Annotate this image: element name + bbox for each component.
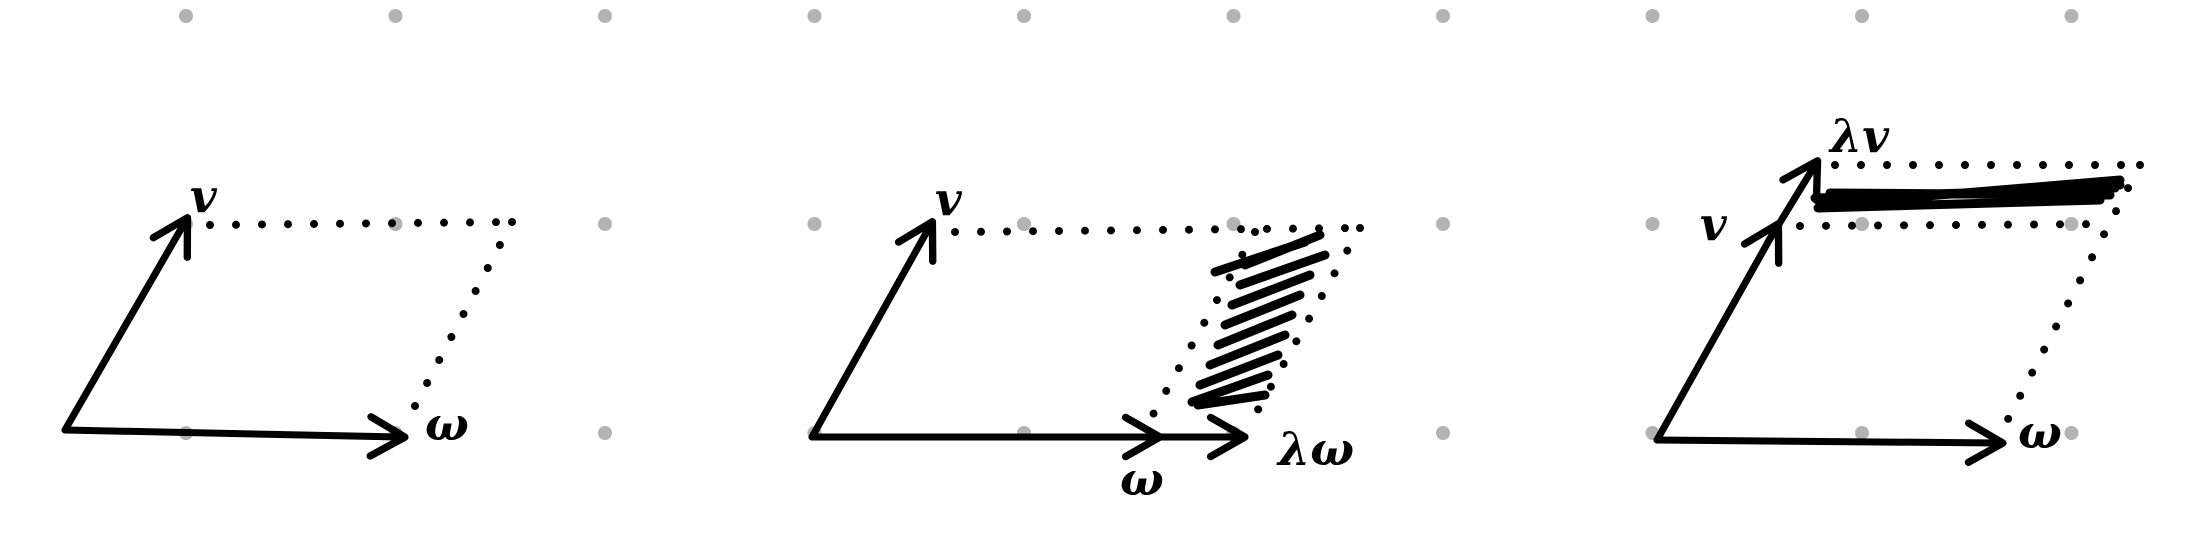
panel-2-vector-v [808,218,937,441]
panel-2-shaded-region [1187,230,1330,410]
panel-3-vector-w [1653,419,2007,467]
grid-dot-1-7 [1645,217,1660,231]
panel-1-vector-v [61,214,192,434]
panel-3-shaded-region [1810,175,2125,213]
panel-3-vector-lambda-v [1764,157,1822,246]
grid-dot-1-4 [1017,217,1031,231]
grid-dot-0-1 [388,9,403,23]
panel-1-dotted-top [206,218,516,229]
panel-2-dotted-top [951,224,1364,236]
panel-2-label-v: v [935,172,963,226]
grid-dot-1-2 [598,217,612,231]
grid-dot-0-7 [1645,9,1660,23]
panel-1-label-v: v [190,169,218,223]
panel-3-label-w: ω [2018,405,2062,459]
grid-dot-1-6 [1436,217,1450,231]
panel-3-label-lambda-v: λv [1828,109,1890,163]
grid-dot-0-2 [598,9,612,23]
panel-3: v λv ω [1653,109,2144,467]
grid-dot-1-9 [2064,217,2079,231]
panel-1-label-w: ω [425,397,469,451]
grid-dot-0-3 [807,9,822,23]
grid-dot-0-6 [1436,9,1450,23]
panel-2-label-w: ω [1120,452,1164,506]
panel-1-dotted-right [401,218,516,429]
grid-dot-0-9 [2064,9,2079,23]
panel-1-vector-w [61,413,409,460]
panel-2-dotted-right [1251,224,1364,419]
grid-dot-1-3 [807,217,822,231]
grid-dots [179,9,2079,440]
grid-dot-1-8 [1855,217,1869,231]
panel-3-dotted-right [2001,161,2144,429]
panel-3-vector-v [1653,220,1783,444]
panel-3-dotted-top [1796,220,2114,230]
panel-2-dotted-mid [1146,228,1259,424]
grid-dot-0-4 [1017,9,1031,23]
panel-2: v ω λω [808,172,1364,506]
grid-dot-0-0 [179,9,193,23]
grid-dot-0-8 [1855,9,1869,23]
grid-dot-0-5 [1226,9,1241,23]
panel-1: v ω [61,169,516,460]
grid-dot-2-8 [1855,426,1869,440]
panel-3-label-v: v [1700,197,1728,251]
grid-dot-2-2 [598,426,612,440]
grid-dot-2-9 [2064,426,2079,440]
grid-dot-2-6 [1436,426,1450,440]
panel-2-label-lambda-w: λω [1276,422,1354,476]
grid-dot-1-5 [1226,217,1241,231]
